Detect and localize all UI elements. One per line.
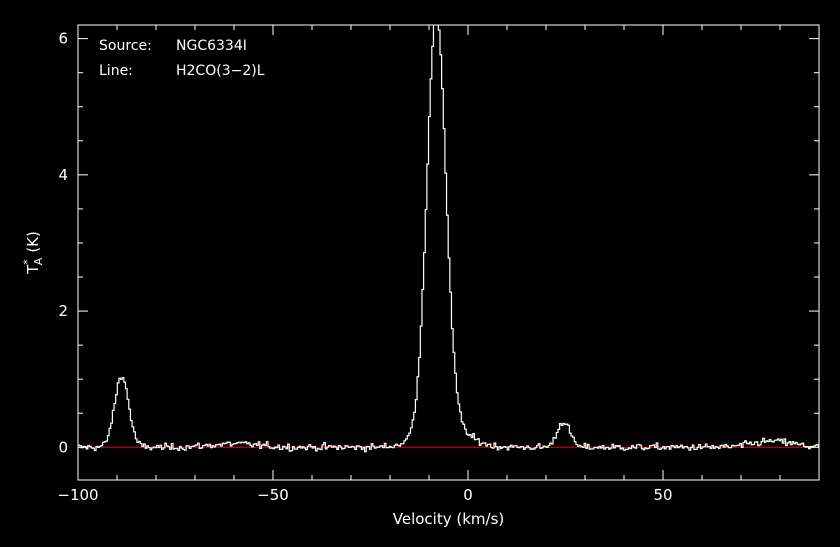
x-tick-label: 0 xyxy=(463,486,473,504)
y-axis-label: T*A (K) xyxy=(21,231,45,275)
legend-source-value: NGC6334I xyxy=(176,38,247,54)
x-tick-label: 50 xyxy=(653,486,672,504)
spectrum-line xyxy=(78,25,819,453)
y-axis-label-sub: A xyxy=(32,257,45,265)
legend-source-label: Source: xyxy=(99,38,152,54)
legend: Source: NGC6334I Line: H2CO(3−2)L xyxy=(99,38,265,79)
y-axis-label-base: T xyxy=(24,264,42,275)
y-tick-label: 4 xyxy=(58,166,68,184)
y-tick-label: 6 xyxy=(58,30,68,48)
legend-line-value: H2CO(3−2)L xyxy=(176,63,265,79)
x-tick-label: −50 xyxy=(257,486,289,504)
y-tick-label: 0 xyxy=(58,438,68,456)
y-tick-label: 2 xyxy=(58,302,68,320)
plot-frame xyxy=(77,24,820,481)
plot-area xyxy=(78,25,819,453)
y-axis-label-unit: (K) xyxy=(24,231,42,253)
x-axis-label: Velocity (km/s) xyxy=(393,510,504,528)
x-tick-label: −100 xyxy=(57,486,98,504)
axis-ticks xyxy=(77,25,820,480)
legend-line-label: Line: xyxy=(99,63,133,79)
y-axis-label-sup: * xyxy=(21,259,34,265)
axis-tick-labels: −100 −50 0 50 0 2 4 6 xyxy=(57,30,672,504)
